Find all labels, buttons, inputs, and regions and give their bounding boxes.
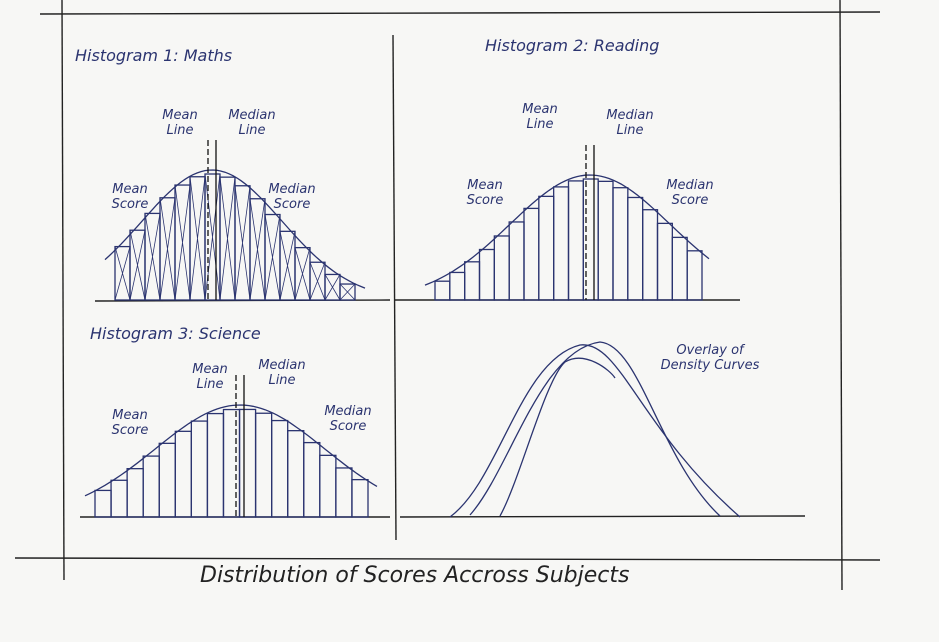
median-score-label: Median Score [268, 182, 316, 212]
median-score-label: Median Score [324, 404, 372, 434]
mean-score-label: Mean Score [466, 178, 504, 208]
bar-hatch [189, 176, 206, 301]
histogram-bar [270, 419, 289, 518]
mean-line-label: Mean Line [522, 102, 558, 132]
bar-hatch [294, 247, 311, 301]
bar-hatch [234, 185, 251, 301]
histogram-bar [190, 420, 209, 518]
histogram-bar [222, 408, 241, 518]
median-line-label: Median Line [606, 108, 654, 138]
bar-hatch [144, 213, 161, 301]
histogram-bar [493, 235, 510, 301]
panel-title: Histogram 2: Reading [485, 36, 660, 55]
histogram-bar [206, 412, 225, 518]
caption: Distribution of Scores Accross Subjects [200, 563, 630, 588]
histogram-bar [464, 261, 481, 301]
histogram-bar [351, 478, 369, 518]
histogram-bar [287, 430, 305, 518]
bar-hatch [159, 197, 176, 301]
median-line-label: Median Line [258, 358, 306, 388]
mean-score-label: Mean Score [111, 408, 149, 438]
histogram-bar [238, 408, 257, 518]
bell-curve [424, 174, 710, 286]
histogram-bar [627, 196, 644, 301]
histogram-bar [656, 222, 673, 301]
bar-hatch [219, 177, 236, 301]
histogram-bar [686, 250, 703, 301]
bar-hatch [129, 230, 146, 301]
bar-hatch [114, 246, 131, 301]
histogram-bar [303, 441, 321, 518]
bar-hatch [249, 198, 266, 301]
histogram-bar [597, 180, 614, 301]
bar-hatch [309, 262, 326, 301]
overlay-label: Overlay of Density Curves [660, 343, 760, 373]
histogram-bar [110, 479, 128, 518]
panel-title: Histogram 3: Science [90, 324, 261, 343]
median-line-label: Median Line [228, 108, 276, 138]
histogram-bar [434, 280, 451, 301]
histogram-bar [319, 454, 337, 518]
histogram-bar [158, 442, 176, 518]
median-score-label: Median Score [666, 178, 714, 208]
mean-line-label: Mean Line [162, 108, 198, 138]
panel-title: Histogram 1: Maths [75, 46, 233, 65]
histogram-bar [142, 455, 160, 518]
histogram-bar [538, 195, 555, 301]
bar-hatch [324, 274, 341, 301]
histogram-bar [567, 180, 584, 301]
density-curves [449, 341, 741, 518]
bar-hatch [264, 214, 281, 301]
histogram-bar [94, 489, 112, 518]
histogram-bar [126, 468, 144, 518]
histogram-bar [339, 283, 356, 301]
bar-hatch [279, 231, 296, 301]
histogram-bar [254, 412, 273, 518]
histogram-bar [449, 271, 466, 301]
mean-line-label: Mean Line [192, 362, 228, 392]
histogram-bar [671, 236, 688, 301]
histogram-bar [508, 221, 525, 301]
histogram-bar [612, 187, 629, 301]
bar-hatch [339, 283, 356, 301]
histogram-bar [523, 207, 540, 301]
histogram-bar [642, 209, 659, 301]
histogram-bar [174, 430, 193, 518]
bar-hatch [174, 184, 191, 301]
histogram-bar [478, 248, 495, 301]
histogram-bar [335, 467, 353, 518]
bar-hatch [204, 173, 221, 301]
mean-score-label: Mean Score [111, 182, 149, 212]
histogram-bar [553, 186, 570, 301]
bell-curve [84, 404, 378, 497]
